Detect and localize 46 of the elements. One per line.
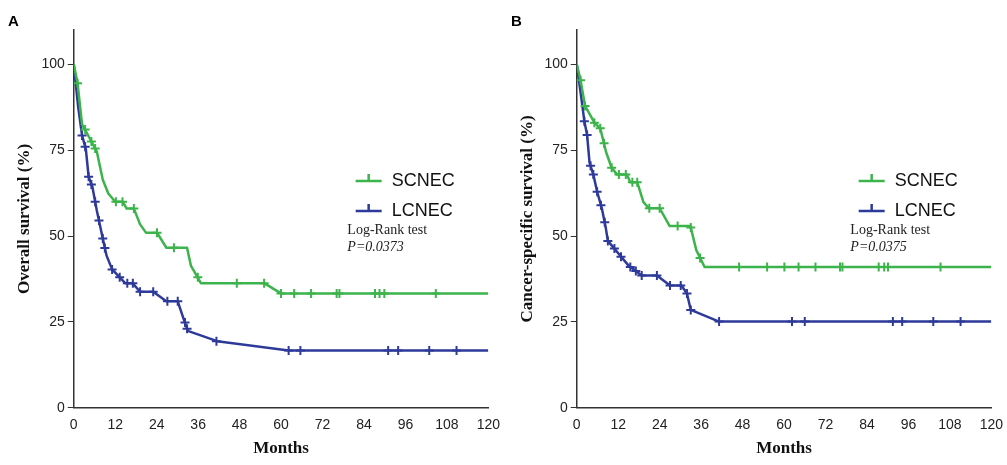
x-tick-label: 60: [273, 416, 290, 433]
y-tick-label: 75: [49, 141, 65, 158]
x-tick-label: 108: [938, 416, 962, 433]
x-tick-label: 120: [476, 416, 501, 433]
y-tick-label: 25: [552, 312, 568, 329]
y-axis-title: Cancer-specific survival (%): [516, 115, 536, 323]
y-tick-label: 75: [552, 141, 568, 158]
x-tick-label: 48: [231, 416, 248, 433]
x-tick-label: 48: [734, 416, 751, 433]
legend-label: SCNEC: [894, 170, 958, 191]
x-tick-label: 24: [651, 416, 668, 433]
y-tick-label: 0: [56, 398, 65, 415]
x-axis-title: Months: [253, 438, 310, 458]
y-tick-label: 0: [559, 398, 568, 415]
x-tick-label: 84: [356, 416, 372, 433]
legend-label: LCNEC: [894, 200, 956, 221]
annotation: Log-Rank test: [347, 221, 428, 237]
x-tick-label: 108: [435, 416, 459, 433]
y-tick-label: 100: [544, 55, 568, 72]
x-tick-label: 96: [397, 416, 414, 433]
y-tick-label: 100: [41, 55, 65, 72]
x-tick-label: 72: [817, 416, 834, 433]
y-tick-label: 25: [49, 312, 65, 329]
x-tick-label: 96: [900, 416, 917, 433]
x-axis-title: Months: [756, 438, 813, 458]
y-tick-label: 50: [49, 226, 65, 243]
x-tick-label: 12: [107, 416, 124, 433]
x-tick-label: 24: [148, 416, 165, 433]
chart-title: A: [8, 11, 19, 29]
y-tick-label: 50: [552, 226, 568, 243]
x-tick-label: 36: [693, 416, 710, 433]
x-tick-label: 72: [314, 416, 331, 433]
x-tick-label: 120: [979, 416, 1004, 433]
x-tick-label: 12: [610, 416, 627, 433]
annotation: P=0.0375: [849, 238, 907, 254]
x-tick-label: 0: [572, 416, 581, 433]
y-axis-title: Overall survival (%): [13, 143, 33, 294]
legend-label: SCNEC: [391, 170, 455, 191]
x-tick-label: 84: [859, 416, 875, 433]
annotation: Log-Rank test: [850, 221, 931, 237]
x-tick-label: 60: [776, 416, 793, 433]
x-tick-label: 36: [190, 416, 207, 433]
chart-title: B: [511, 11, 522, 29]
legend-label: LCNEC: [391, 200, 453, 221]
annotation: P=0.0373: [346, 238, 404, 254]
x-tick-label: 0: [69, 416, 78, 433]
